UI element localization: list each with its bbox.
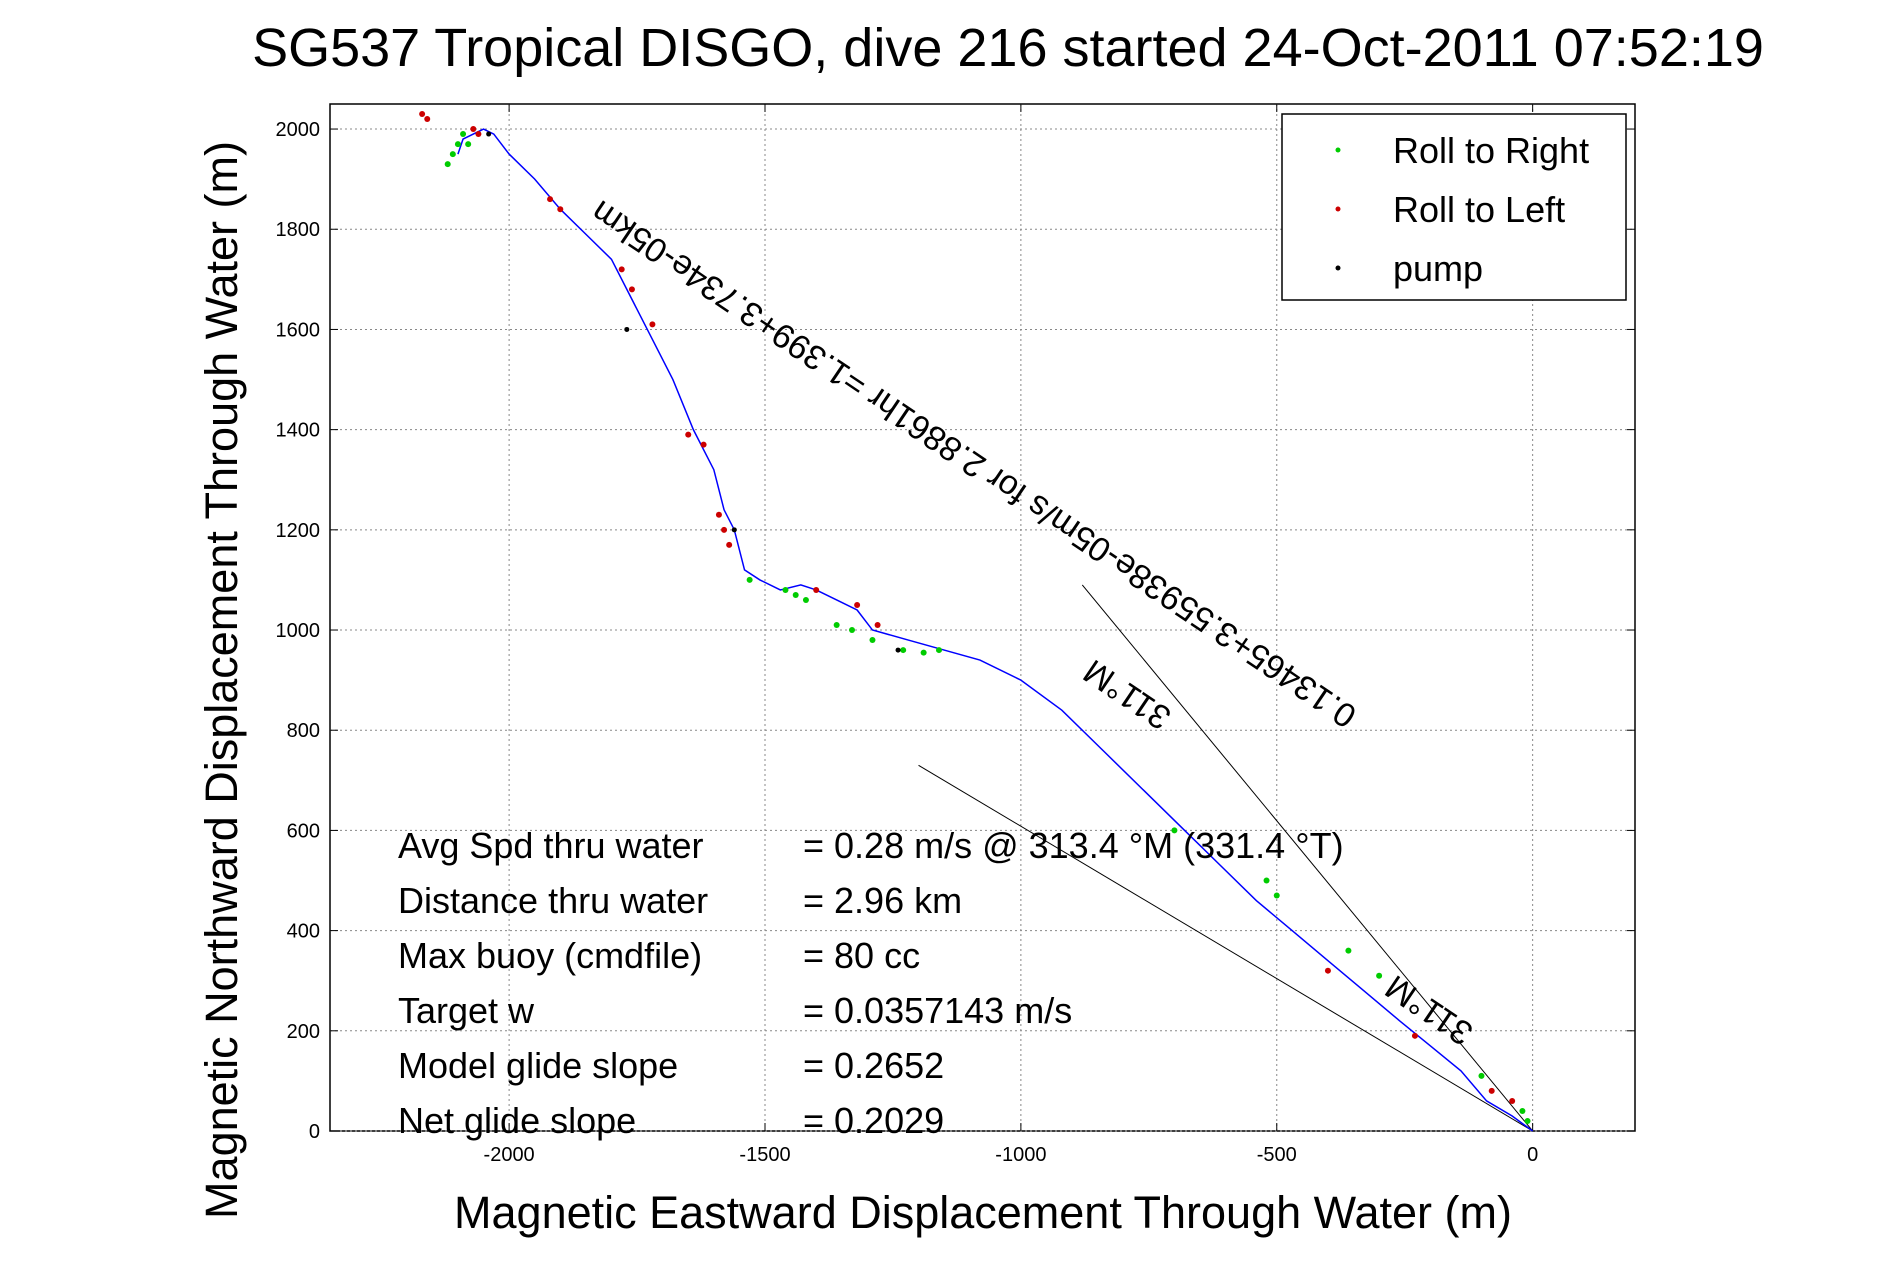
pump-point (486, 131, 492, 137)
roll-left-point (854, 601, 861, 608)
x-axis-ticks: -2000 -1500 -1000 -500 0 (484, 104, 1538, 1166)
y-tick-label: 1200 (276, 520, 321, 542)
y-tick-label: 1600 (276, 319, 321, 341)
roll-right-point (1524, 1117, 1531, 1124)
y-tick-label: 600 (287, 820, 320, 842)
roll-right-point (802, 596, 809, 603)
roll-left-point (685, 431, 692, 438)
roll-left-point (618, 266, 625, 273)
y-axis-ticks: 0 200 400 600 800 1000 1200 1400 1600 1800 2000 (276, 119, 1635, 1143)
y-tick-label: 200 (287, 1021, 320, 1043)
x-tick-label: -500 (1257, 1144, 1297, 1166)
roll-left-point (1324, 967, 1331, 974)
legend-marker-roll-right (1335, 147, 1341, 153)
roll-right-point (449, 151, 456, 158)
roll-left-point (649, 321, 656, 328)
y-tick-label: 400 (287, 921, 320, 943)
roll-right-point (920, 649, 927, 656)
roll-left-point (419, 111, 426, 118)
y-tick-label: 2000 (276, 119, 321, 141)
roll-right-point (782, 586, 789, 593)
dive-summary: Avg Spd thru water = 0.28 m/s @ 313.4 °M… (398, 825, 1344, 1141)
legend-marker-pump (1335, 265, 1341, 271)
y-tick-label: 0 (309, 1121, 320, 1143)
roll-left-point (874, 622, 881, 629)
annotation-value: = 0.28 m/s @ 313.4 °M (331.4 °T) (803, 825, 1344, 866)
roll-right-point (849, 627, 855, 634)
dive-track (457, 128, 1534, 1132)
roll-right-point (1273, 892, 1280, 899)
track-line (457, 128, 1534, 1132)
chart-title: SG537 Tropical DISGO, dive 216 started 2… (252, 18, 1764, 78)
roll-left-point (547, 196, 554, 203)
roll-left-point (715, 511, 722, 518)
pump-point (624, 326, 630, 332)
heading-vector-line (1081, 584, 1534, 1132)
x-tick-label: -1000 (995, 1144, 1046, 1166)
legend-label-pump: pump (1393, 248, 1483, 289)
roll-left-point (700, 441, 707, 448)
legend-label-roll-right: Roll to Right (1393, 130, 1589, 171)
legend-label-roll-left: Roll to Left (1393, 189, 1565, 230)
roll-left-point (1411, 1032, 1418, 1039)
pump-point (731, 527, 737, 533)
roll-right-point (454, 141, 461, 148)
roll-and-pump-markers (419, 111, 1531, 1124)
roll-right-point (792, 591, 799, 598)
roll-left-point (726, 541, 733, 548)
annotation-value: = 2.96 km (803, 880, 962, 921)
annotation-label: Max buoy (cmdfile) (398, 935, 702, 976)
annotation-label: Target w (398, 990, 535, 1031)
x-tick-label: 0 (1527, 1144, 1538, 1166)
annotation-label: Model glide slope (398, 1045, 678, 1086)
roll-left-point (628, 286, 635, 293)
roll-left-point (1488, 1087, 1495, 1094)
roll-right-point (460, 131, 467, 138)
annotation-value: = 0.0357143 m/s (803, 990, 1072, 1031)
roll-right-point (465, 141, 472, 148)
roll-right-point (936, 647, 942, 654)
y-tick-label: 1400 (276, 420, 321, 442)
roll-left-point (813, 586, 820, 593)
roll-right-point (1345, 947, 1352, 954)
roll-right-point (1263, 877, 1270, 884)
roll-right-point (900, 647, 907, 654)
y-tick-label: 1000 (276, 620, 321, 642)
roll-right-point (1376, 972, 1383, 979)
annotation-value: = 0.2029 (803, 1100, 944, 1141)
roll-left-point (470, 126, 477, 133)
roll-right-point (746, 576, 753, 583)
legend-marker-roll-left (1335, 206, 1341, 212)
annotation-value: = 80 cc (803, 935, 920, 976)
heading-vectors (918, 584, 1534, 1132)
roll-right-point (1519, 1107, 1526, 1114)
roll-right-point (1171, 827, 1178, 834)
y-tick-label: 800 (287, 720, 320, 742)
annotation-label: Avg Spd thru water (398, 825, 704, 866)
x-tick-label: -1500 (739, 1144, 790, 1166)
roll-left-point (424, 116, 431, 123)
x-axis-label: Magnetic Eastward Displacement Through W… (454, 1187, 1512, 1238)
roll-left-point (557, 206, 564, 213)
roll-right-point (869, 637, 876, 644)
roll-left-point (475, 131, 482, 138)
roll-right-point (833, 622, 840, 629)
annotation-value: = 0.2652 (803, 1045, 944, 1086)
roll-right-point (1478, 1072, 1485, 1079)
heading-vector-line (918, 764, 1533, 1132)
y-tick-label: 1800 (276, 219, 321, 241)
annotation-label: Net glide slope (398, 1100, 636, 1141)
legend: Roll to Right Roll to Left pump (1281, 113, 1627, 301)
roll-left-point (721, 526, 728, 533)
roll-left-point (1509, 1097, 1516, 1104)
roll-right-point (444, 161, 451, 168)
annotation-label: Distance thru water (398, 880, 708, 921)
y-axis-label: Magnetic Northward Displacement Through … (196, 141, 247, 1219)
pump-point (895, 647, 901, 653)
x-tick-label: -2000 (484, 1144, 535, 1166)
